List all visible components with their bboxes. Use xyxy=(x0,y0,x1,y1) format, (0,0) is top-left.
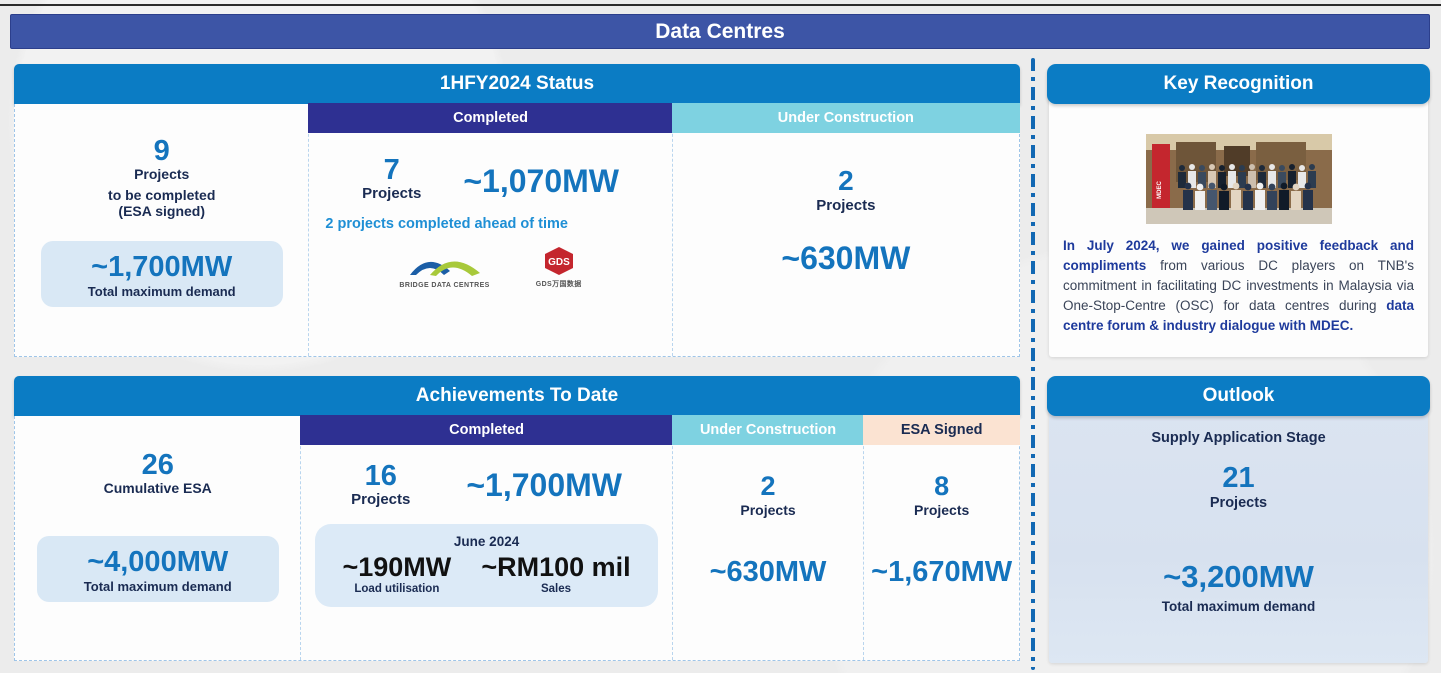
status-projects-sublabel2: (ESA signed) xyxy=(118,203,206,220)
outlook-mw: ~3,200MW xyxy=(1163,559,1314,594)
status-uc-mw: ~630MW xyxy=(781,240,911,276)
status-uc-count: 2 xyxy=(838,165,854,196)
ach-esa-mw: ~1,670MW xyxy=(871,556,1013,588)
status-uc-header: Under Construction xyxy=(671,103,1021,133)
ach-completed-count: 16 xyxy=(364,460,397,492)
svg-text:MDEC: MDEC xyxy=(1157,181,1163,199)
status-completed-projects-label: Projects xyxy=(362,185,422,203)
sales-stat: ~RM100 mil Sales xyxy=(481,553,630,595)
key-recognition-card: MDEC xyxy=(1047,64,1430,357)
top-divider-line xyxy=(0,4,1441,6)
ach-completed-projects-label: Projects xyxy=(351,491,411,509)
status-demand-label: Total maximum demand xyxy=(87,284,236,300)
crowd-row-back xyxy=(1177,164,1316,188)
ach-esa-signed-count: 8 xyxy=(934,471,950,501)
ach-uc-header: Under Construction xyxy=(671,415,865,445)
achievements-panel-title: Achievements To Date xyxy=(415,385,619,406)
achievements-panel-body: 26 Cumulative ESA ~4,000MW Total maximum… xyxy=(14,415,1021,661)
status-completed-note: 2 projects completed ahead of time xyxy=(325,216,568,233)
key-recognition-paragraph: In July 2024, we gained positive feedbac… xyxy=(1063,238,1414,333)
load-utilisation-stat: ~190MW Load utilisation xyxy=(342,553,451,595)
ach-uc-projects-label: Projects xyxy=(740,502,796,518)
ach-esa-header: ESA Signed xyxy=(863,415,1021,445)
outlook-mw-label: Total maximum demand xyxy=(1161,599,1316,614)
gds-logo-caption: GDS万国数据 xyxy=(535,281,582,289)
status-completed-mw: ~1,070MW xyxy=(463,163,619,199)
outlook-projects-count: 21 xyxy=(1222,462,1255,494)
ach-uc-mw: ~630MW xyxy=(709,556,827,588)
ach-completed-mw: ~1,700MW xyxy=(466,467,622,503)
sales-label: Sales xyxy=(540,583,572,596)
gds-cube-icon: GDS xyxy=(544,247,573,276)
ach-completed-header: Completed xyxy=(300,415,673,445)
ach-demand-pill: ~4,000MW Total maximum demand xyxy=(36,536,279,603)
sales-value: ~RM100 mil xyxy=(481,552,631,583)
gds-logo: GDS GDS万国数据 xyxy=(536,246,582,289)
ach-demand-value: ~4,000MW xyxy=(87,546,229,579)
ach-esa-projects-label: Projects xyxy=(914,502,970,518)
key-recognition-body: MDEC xyxy=(1049,86,1428,357)
ach-esa-count: 26 xyxy=(141,449,174,481)
svg-text:GDS: GDS xyxy=(548,257,570,268)
outlook-title: Outlook xyxy=(1202,385,1275,406)
status-panel-header: 1HFY2024 Status xyxy=(14,64,1020,104)
june-2024-box: June 2024 ~190MW Load utilisation ~RM100… xyxy=(315,524,658,608)
ach-uc-count: 2 xyxy=(760,471,776,501)
status-uc-projects-label: Projects xyxy=(816,197,876,214)
key-recognition-title: Key Recognition xyxy=(1163,73,1314,94)
status-completed-header: Completed xyxy=(308,103,673,133)
partner-logos: BRIDGE DATA CENTRES GDS GDS万国数据 xyxy=(309,246,671,289)
ach-esa-column: ESA Signed 8 Projects ~1,670MW xyxy=(863,415,1021,660)
bridge-logo-caption: BRIDGE DATA CENTRES xyxy=(399,282,490,290)
key-recognition-header: Key Recognition xyxy=(1047,64,1430,104)
outlook-card: Supply Application Stage 21 Projects ~3,… xyxy=(1047,376,1430,663)
outlook-stage-label: Supply Application Stage xyxy=(1151,430,1326,446)
status-demand-value: ~1,700MW xyxy=(91,251,233,284)
bridge-arcs-icon xyxy=(409,261,480,277)
status-summary-column: 9 Projects to be completed (ESA signed) … xyxy=(15,104,308,356)
ach-esa-label: Cumulative ESA xyxy=(103,480,212,497)
bridge-data-centres-logo: BRIDGE DATA CENTRES xyxy=(399,249,489,289)
load-utilisation-label: Load utilisation xyxy=(354,583,440,596)
outlook-header: Outlook xyxy=(1047,376,1430,416)
ach-summary-column: 26 Cumulative ESA ~4,000MW Total maximum… xyxy=(15,416,300,660)
ach-completed-column: Completed 16 Projects ~1,700MW June 2024… xyxy=(300,415,673,660)
status-projects-count: 9 xyxy=(153,135,170,167)
ach-uc-column: Under Construction 2 Projects ~630MW xyxy=(671,415,865,660)
load-utilisation-value: ~190MW xyxy=(342,552,452,583)
status-uc-column: Under Construction 2 Projects ~630MW xyxy=(671,103,1021,356)
crowd-row-front xyxy=(1182,182,1313,210)
june-box-title: June 2024 xyxy=(453,534,520,550)
page-title: Data Centres xyxy=(655,19,785,43)
outlook-projects-label: Projects xyxy=(1209,495,1268,511)
vertical-section-divider xyxy=(1031,58,1035,670)
status-demand-pill: ~1,700MW Total maximum demand xyxy=(40,241,283,308)
status-panel: 1HFY2024 Status 9 Projects to be complet… xyxy=(14,64,1021,357)
achievements-panel: Achievements To Date 26 Cumulative ESA ~… xyxy=(14,376,1021,661)
achievements-panel-header: Achievements To Date xyxy=(14,376,1020,416)
outlook-body: Supply Application Stage 21 Projects ~3,… xyxy=(1049,398,1428,663)
status-panel-body: 9 Projects to be completed (ESA signed) … xyxy=(14,103,1021,357)
status-panel-title: 1HFY2024 Status xyxy=(439,73,595,94)
page-title-banner: Data Centres xyxy=(10,14,1430,49)
status-completed-column: Completed 7 Projects ~1,070MW 2 projects… xyxy=(308,103,673,356)
status-completed-count: 7 xyxy=(383,154,400,186)
status-projects-sublabel1: to be completed xyxy=(108,187,216,204)
ach-demand-label: Total maximum demand xyxy=(83,579,232,595)
status-projects-label: Projects xyxy=(134,166,190,183)
recognition-photo: MDEC xyxy=(1145,134,1332,224)
